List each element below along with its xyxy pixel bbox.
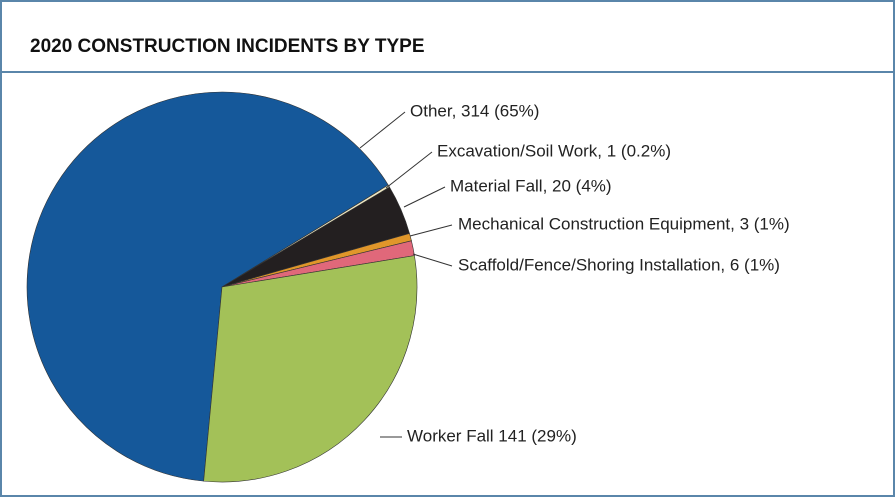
pie-slice	[203, 255, 418, 483]
leader-line	[409, 224, 453, 237]
chart-title: 2020 CONSTRUCTION INCIDENTS BY TYPE	[30, 36, 425, 57]
slice-label: Worker Fall 141 (29%)	[407, 426, 577, 445]
leader-line	[359, 111, 406, 149]
slice-label: Material Fall, 20 (4%)	[450, 176, 612, 195]
pie-slice	[26, 91, 389, 482]
slice-label: Mechanical Construction Equipment, 3 (1%…	[458, 214, 790, 233]
leader-line	[385, 151, 433, 189]
slice-label: Other, 314 (65%)	[410, 101, 539, 120]
leader-line	[403, 186, 446, 208]
slice-label: Excavation/Soil Work, 1 (0.2%)	[437, 141, 671, 160]
slice-label: Scaffold/Fence/Shoring Installation, 6 (…	[458, 255, 780, 274]
leader-line	[412, 253, 453, 267]
